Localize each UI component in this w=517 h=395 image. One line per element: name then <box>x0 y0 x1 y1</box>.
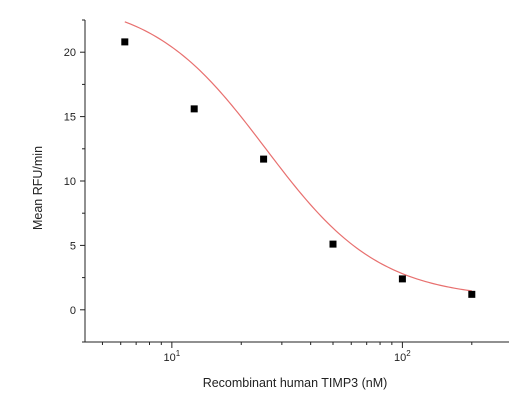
data-point <box>260 155 268 163</box>
data-point <box>468 290 476 298</box>
x-axis-title: Recombinant human TIMP3 (nM) <box>203 376 388 390</box>
x-tick-exponent: 2 <box>406 349 411 358</box>
x-tick-base: 10 <box>164 352 176 364</box>
y-tick-label: 15 <box>64 112 76 124</box>
data-point <box>398 275 406 283</box>
y-tick-label: 5 <box>70 240 76 252</box>
y-tick-label: 10 <box>64 176 76 188</box>
y-tick-label: 0 <box>70 305 76 317</box>
data-point <box>190 105 198 113</box>
x-tick-base: 10 <box>394 352 406 364</box>
x-tick-label: 102 <box>394 349 411 364</box>
data-point <box>329 240 337 248</box>
data-point <box>121 38 129 46</box>
x-tick-label: 101 <box>164 349 181 364</box>
y-tick-label: 20 <box>64 47 76 59</box>
y-axis-title: Mean RFU/min <box>31 146 45 230</box>
x-tick-exponent: 1 <box>176 349 181 358</box>
fit-curve <box>124 21 472 292</box>
